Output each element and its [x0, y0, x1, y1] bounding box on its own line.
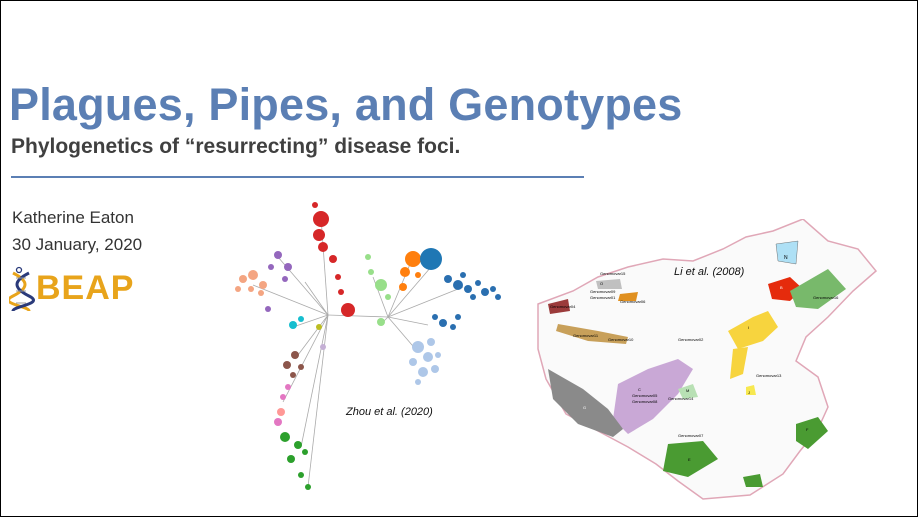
map-label-gv11: Genomovar11 — [573, 333, 599, 338]
dna-helix-icon — [9, 266, 35, 312]
map-label-m: M — [686, 388, 689, 393]
map-label-gv04: Genomovar04 — [550, 304, 576, 309]
china-genomovar-map: N B Genomovar16 I J Genomovar13 C Genomo… — [537, 219, 878, 500]
presentation-date: 30 January, 2020 — [12, 235, 143, 254]
map-label-o: O — [600, 281, 603, 286]
tree-caption: Zhou et al. (2020) — [346, 406, 433, 418]
map-label-j: J — [748, 390, 750, 395]
map-label-gv13: Genomovar13 — [756, 373, 782, 378]
slide-subtitle: Phylogenetics of “resurrecting” disease … — [11, 135, 461, 158]
slide-title: Plagues, Pipes, and Genotypes — [9, 79, 683, 130]
title-divider — [11, 176, 584, 178]
map-label-g: G — [583, 405, 586, 410]
map-caption: Li et al. (2008) — [674, 266, 745, 278]
map-label-gv08: Genomovar08 — [632, 399, 658, 404]
map-label-i: I — [748, 325, 749, 330]
map-label-gv01: Genomovar01 — [590, 295, 616, 300]
phylogenetic-tree-figure — [235, 202, 501, 490]
map-label-gv14: Genomovar14 — [668, 396, 694, 401]
map-label-f: F — [806, 427, 809, 432]
map-label-gv09: Genomovar09 — [590, 289, 616, 294]
map-label-gv10: Genomovar10 — [608, 337, 634, 342]
map-label-gv07: Genomovar07 — [678, 433, 704, 438]
author-name: Katherine Eaton — [12, 208, 134, 227]
beap-logo: BEAP — [9, 266, 151, 312]
map-label-b: B — [780, 285, 783, 290]
map-label-c: C — [638, 387, 641, 392]
map-label-n: N — [784, 255, 788, 261]
map-label-gv15: Genomovar15 — [600, 271, 626, 276]
map-label-gv16: Genomovar16 — [813, 295, 839, 300]
map-label-gv02: Genomovar02 — [678, 337, 704, 342]
logo-text: BEAP — [36, 269, 135, 307]
map-label-gv05: Genomovar05 — [632, 393, 658, 398]
map-label-gv06: Genomovar06 — [620, 299, 646, 304]
map-label-e: E — [688, 457, 691, 462]
